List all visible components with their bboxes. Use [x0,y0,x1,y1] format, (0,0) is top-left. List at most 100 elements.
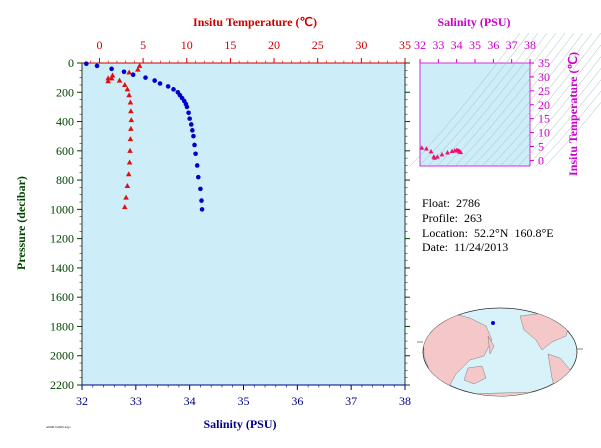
footer-credit: AOML/GOOS Argo [46,425,71,429]
temperature-point [121,81,128,87]
salinity-point [171,87,176,92]
isopycnal-line [490,32,601,167]
temperature-tick-label: 20 [268,38,280,52]
temperature-point [136,62,143,68]
temperature-tick-label: 30 [355,38,367,52]
salinity-point [194,163,200,168]
temperature-point [126,159,133,165]
salinity-point [199,207,205,212]
ts-temperature-tick-label: 20 [538,98,550,112]
isopycnal-line [544,101,601,167]
salinity-point [184,104,190,110]
salinity-point [165,84,171,89]
isopycnal-line [535,90,601,167]
salinity-point [143,75,148,80]
temperature-tick-label: 0 [96,38,102,52]
ts-plot-area [419,62,531,167]
ts-point [419,145,425,150]
temperature-point [127,99,134,105]
temperature-point [124,86,131,92]
isopycnal-line [454,32,566,167]
salinity-point [198,186,203,192]
isopycnal-line [418,32,530,167]
temperature-tick-label: 5 [140,38,146,52]
temperature-point [128,108,134,114]
date: Date: 11/24/2013 [422,240,509,254]
temperature-tick-label: 25 [312,38,324,52]
ts-point [458,149,464,155]
temperature-point [126,69,132,75]
ts-salinity-tick-label: 35 [469,38,481,52]
ts-point [445,150,450,155]
pressure-tick-label: 400 [56,115,74,129]
ts-temperature-tick-label: 35 [538,56,550,70]
ts-salinity-tick-label: 38 [524,38,536,52]
pressure-axis-title: Pressure (decibar) [14,176,28,270]
salinity-point [193,151,198,157]
isopycnal-line [526,79,601,167]
pressure-tick-label: 2200 [50,378,74,392]
ts-point [432,155,438,160]
isopycnal-line [499,44,601,167]
temperature-point [116,77,123,83]
salinity-point [152,78,157,83]
float-id: Float: 2786 [422,196,481,210]
salinity-point [190,128,195,133]
temperature-point [123,194,129,200]
salinity-axis-title: Salinity (PSU) [203,417,276,431]
temperature-point [126,92,132,98]
ts-temperature-tick-label: 10 [538,126,550,140]
temperature-point [121,204,128,210]
profile-plot-area [81,62,406,386]
ts-point [424,146,429,151]
salinity-point [191,133,196,139]
salinity-point [186,110,191,116]
temperature-tick-label: 10 [181,38,193,52]
salinity-point [94,63,100,69]
pressure-tick-label: 1400 [50,261,74,275]
ts-salinity-tick-label: 37 [506,38,518,52]
temperature-point [124,182,131,188]
pressure-tick-label: 2000 [50,349,74,363]
isopycnal-line [481,32,593,167]
pressure-tick-label: 1200 [50,232,74,246]
world-map [417,307,583,397]
isopycnal-line [436,32,548,167]
ts-salinity-tick-label: 36 [487,38,499,52]
ts-temperature-tick-label: 5 [538,140,544,154]
ts-salinity-axis-title: Salinity (PSU) [437,15,510,29]
ts-temperature-tick-label: 15 [538,112,550,126]
isopycnal-line [445,32,557,167]
pressure-tick-label: 600 [56,144,74,158]
pressure-tick-label: 1800 [50,319,74,333]
salinity-point [192,142,197,148]
temperature-point [109,72,116,78]
pressure-tick-label: 0 [68,56,74,70]
float-location-marker [491,321,495,325]
temperature-point [127,136,134,142]
salinity-tick-label: 32 [76,394,88,408]
salinity-point [199,198,204,203]
temperature-point [105,78,111,84]
pressure-tick-label: 800 [56,173,74,187]
salinity-point [187,116,192,121]
temperature-point [125,171,132,177]
isopycnal-line [409,32,521,167]
temperature-point [128,125,134,131]
ts-temperature-tick-label: 25 [538,84,550,98]
pressure-tick-label: 1000 [50,202,74,216]
ts-salinity-tick-label: 32 [414,38,426,52]
salinity-point [109,66,114,72]
isopycnal-line [463,32,575,167]
temperature-tick-label: 35 [399,38,411,52]
salinity-tick-label: 33 [130,394,142,408]
ts-point [428,148,434,154]
salinity-point [121,69,127,75]
salinity-tick-label: 35 [238,394,250,408]
location: Location: 52.2°N 160.8°E [422,226,554,240]
ts-temperature-tick-label: 30 [538,70,550,84]
profile-plot: 0 5 10 15 20 25 30 35 32 33 34 35 36 37 38 0 200 400 600… [14,15,411,431]
temperature-axis-title: Insitu Temperature (℃) [193,15,317,29]
